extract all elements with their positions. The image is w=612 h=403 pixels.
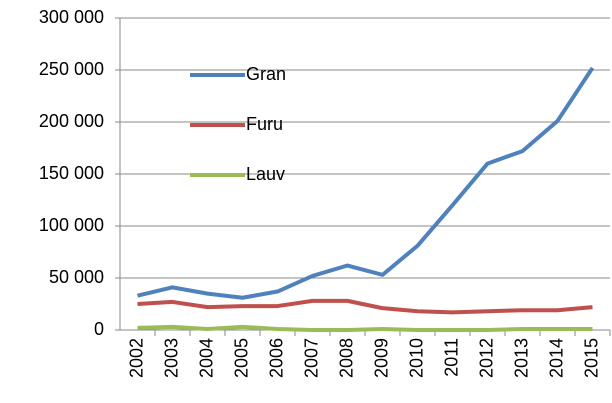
x-tick-label: 2014 (546, 338, 566, 378)
series-line (137, 324, 593, 332)
y-tick-label: 100 000 (39, 215, 104, 235)
x-tick-label: 2011 (441, 338, 461, 377)
x-tick-label: 2013 (511, 338, 531, 378)
x-tick-label: 2009 (371, 338, 391, 378)
x-tick-label: 2008 (336, 338, 356, 378)
x-tick-label: 2002 (126, 338, 146, 378)
y-tick-label: 200 000 (39, 111, 104, 131)
series-line (137, 66, 595, 300)
y-tick-label: 150 000 (39, 163, 104, 183)
legend-label: Furu (246, 114, 283, 134)
series-line (137, 298, 593, 315)
x-tick-label: 2005 (231, 338, 251, 378)
legend-label: Gran (246, 64, 286, 84)
x-tick-label: 2012 (476, 338, 496, 378)
x-tick-label: 2006 (266, 338, 286, 378)
x-tick-label: 2003 (161, 338, 181, 378)
y-tick-label: 50 000 (49, 267, 104, 287)
y-tick-label: 300 000 (39, 7, 104, 27)
x-tick-label: 2007 (301, 338, 321, 378)
x-tick-label: 2010 (406, 338, 426, 378)
x-tick-label: 2015 (581, 338, 601, 378)
legend-label: Lauv (246, 164, 285, 184)
y-tick-label: 250 000 (39, 59, 104, 79)
x-tick-label: 2004 (196, 338, 216, 378)
y-tick-label: 0 (94, 319, 104, 339)
